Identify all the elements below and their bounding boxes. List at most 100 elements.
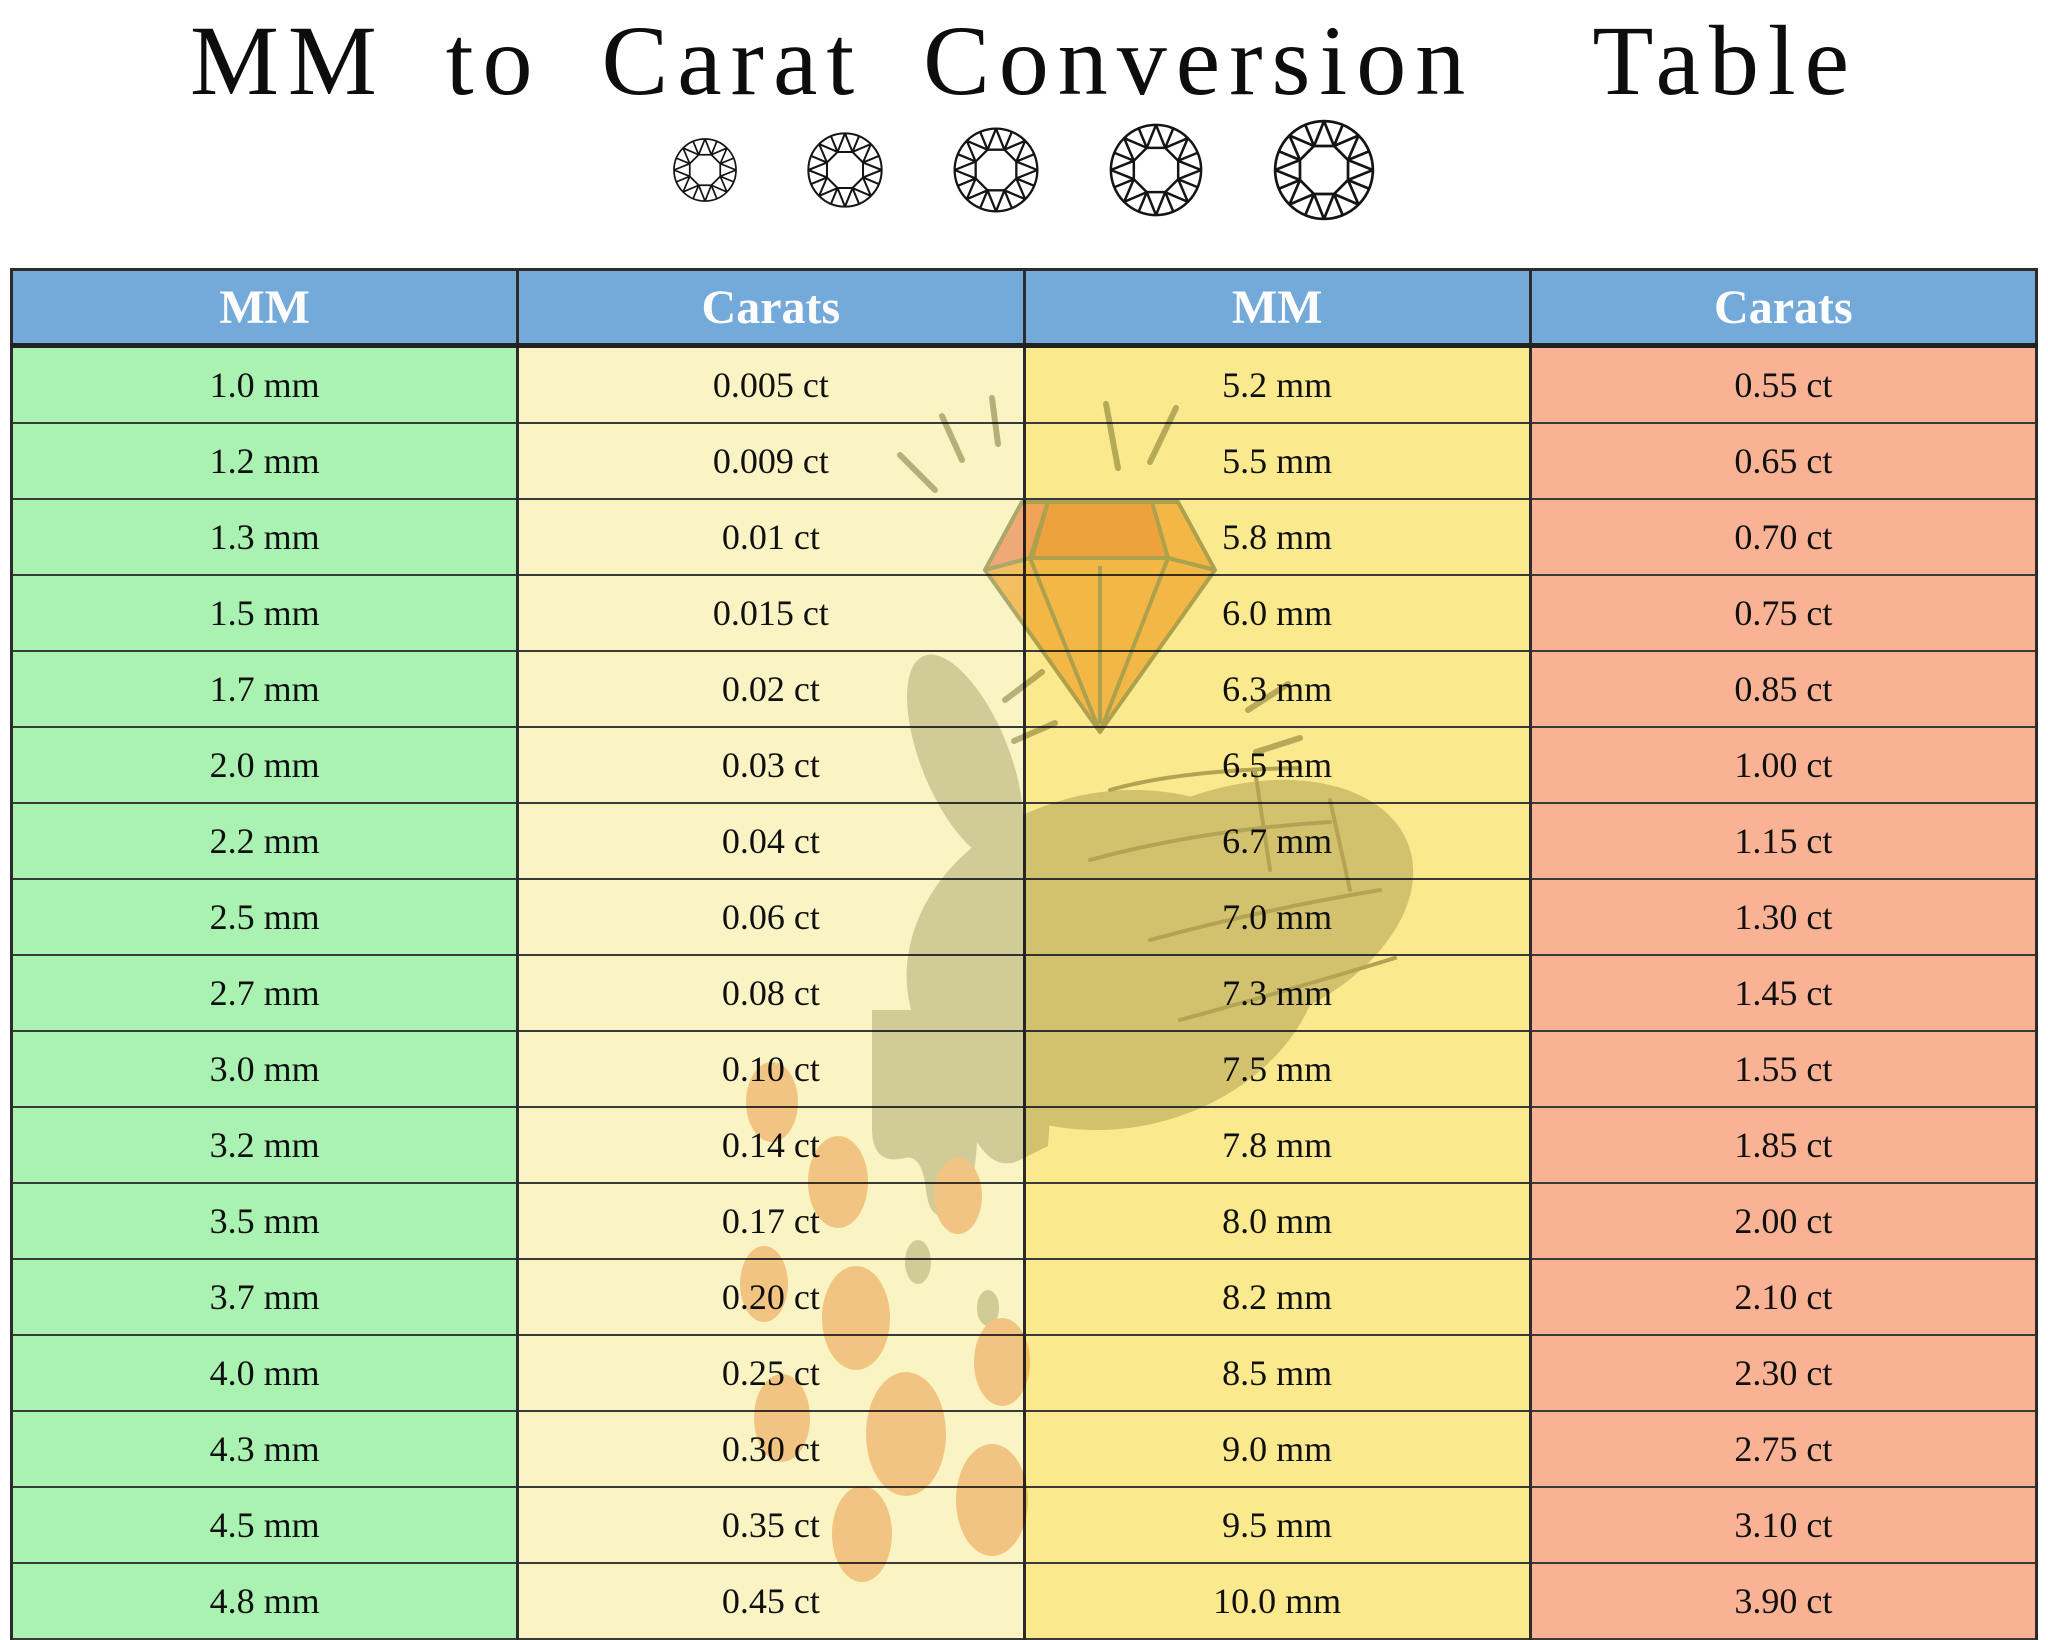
- carat-value-left: 0.20 ct: [516, 1258, 1026, 1336]
- table-row: 1.5 mm 0.015 ct 6.0 mm 0.75 ct: [9, 574, 2039, 652]
- carat-value-right: 3.10 ct: [1528, 1486, 2039, 1564]
- table-row: 1.2 mm 0.009 ct 5.5 mm 0.65 ct: [9, 422, 2039, 500]
- carat-value-left: 0.015 ct: [516, 574, 1026, 652]
- mm-value-right: 5.8 mm: [1022, 498, 1532, 576]
- conversion-table: MM Carats MM Carats 1.0 mm 0.005 ct 5.2 mm…: [9, 268, 2039, 1640]
- carat-value-left: 0.009 ct: [516, 422, 1026, 500]
- carat-value-left: 0.01 ct: [516, 498, 1026, 576]
- diamond-icon: [952, 126, 1040, 214]
- mm-value-left: 4.3 mm: [9, 1410, 520, 1488]
- mm-value-left: 4.8 mm: [9, 1562, 520, 1640]
- carat-value-right: 1.00 ct: [1528, 726, 2039, 804]
- carat-value-left: 0.14 ct: [516, 1106, 1026, 1184]
- table-row: 2.2 mm 0.04 ct 6.7 mm 1.15 ct: [9, 802, 2039, 880]
- mm-value-left: 1.2 mm: [9, 422, 520, 500]
- carat-value-left: 0.06 ct: [516, 878, 1026, 956]
- carat-value-left: 0.005 ct: [516, 344, 1026, 424]
- table-row: 4.0 mm 0.25 ct 8.5 mm 2.30 ct: [9, 1334, 2039, 1412]
- mm-value-left: 3.2 mm: [9, 1106, 520, 1184]
- mm-value-left: 4.0 mm: [9, 1334, 520, 1412]
- header-carats-left: Carats: [516, 268, 1026, 348]
- carat-value-right: 1.15 ct: [1528, 802, 2039, 880]
- table-row: 2.5 mm 0.06 ct 7.0 mm 1.30 ct: [9, 878, 2039, 956]
- carat-value-right: 2.00 ct: [1528, 1182, 2039, 1260]
- mm-value-right: 5.2 mm: [1022, 344, 1532, 424]
- table-row: 3.7 mm 0.20 ct 8.2 mm 2.10 ct: [9, 1258, 2039, 1336]
- mm-value-right: 7.0 mm: [1022, 878, 1532, 956]
- mm-value-left: 3.7 mm: [9, 1258, 520, 1336]
- carat-value-right: 0.55 ct: [1528, 344, 2039, 424]
- mm-value-right: 9.5 mm: [1022, 1486, 1532, 1564]
- carat-value-right: 2.30 ct: [1528, 1334, 2039, 1412]
- carat-value-right: 1.85 ct: [1528, 1106, 2039, 1184]
- mm-value-right: 7.5 mm: [1022, 1030, 1532, 1108]
- mm-value-left: 1.7 mm: [9, 650, 520, 728]
- mm-value-right: 6.0 mm: [1022, 574, 1532, 652]
- mm-value-left: 2.2 mm: [9, 802, 520, 880]
- diamond-icon: [1108, 122, 1204, 218]
- diamond-icon: [1272, 118, 1376, 222]
- mm-value-right: 9.0 mm: [1022, 1410, 1532, 1488]
- carat-value-left: 0.25 ct: [516, 1334, 1026, 1412]
- header-mm-left: MM: [9, 268, 520, 348]
- carat-value-left: 0.45 ct: [516, 1562, 1026, 1640]
- carat-value-left: 0.03 ct: [516, 726, 1026, 804]
- mm-value-right: 7.3 mm: [1022, 954, 1532, 1032]
- diamond-icon: [672, 137, 738, 203]
- carat-value-right: 2.10 ct: [1528, 1258, 2039, 1336]
- table-row: 4.8 mm 0.45 ct 10.0 mm 3.90 ct: [9, 1562, 2039, 1640]
- mm-value-left: 2.7 mm: [9, 954, 520, 1032]
- carat-value-left: 0.30 ct: [516, 1410, 1026, 1488]
- mm-value-left: 1.5 mm: [9, 574, 520, 652]
- carat-value-left: 0.35 ct: [516, 1486, 1026, 1564]
- carat-value-right: 0.85 ct: [1528, 650, 2039, 728]
- table-row: 3.0 mm 0.10 ct 7.5 mm 1.55 ct: [9, 1030, 2039, 1108]
- carat-value-right: 1.55 ct: [1528, 1030, 2039, 1108]
- carat-value-left: 0.10 ct: [516, 1030, 1026, 1108]
- page-title: MM to Carat Conversion Table: [189, 5, 1859, 116]
- mm-value-right: 5.5 mm: [1022, 422, 1532, 500]
- table-row: 2.7 mm 0.08 ct 7.3 mm 1.45 ct: [9, 954, 2039, 1032]
- mm-value-right: 8.0 mm: [1022, 1182, 1532, 1260]
- carat-value-right: 0.70 ct: [1528, 498, 2039, 576]
- header-carats-right: Carats: [1528, 268, 2039, 348]
- table-header-row: MM Carats MM Carats: [9, 268, 2039, 348]
- table-row: 1.3 mm 0.01 ct 5.8 mm 0.70 ct: [9, 498, 2039, 576]
- mm-value-right: 6.5 mm: [1022, 726, 1532, 804]
- mm-value-left: 2.0 mm: [9, 726, 520, 804]
- diamond-icon-row: [0, 116, 2048, 224]
- carat-value-left: 0.17 ct: [516, 1182, 1026, 1260]
- carat-value-right: 2.75 ct: [1528, 1410, 2039, 1488]
- mm-value-right: 8.5 mm: [1022, 1334, 1532, 1412]
- carat-value-right: 1.45 ct: [1528, 954, 2039, 1032]
- carat-value-left: 0.04 ct: [516, 802, 1026, 880]
- table-row: 3.2 mm 0.14 ct 7.8 mm 1.85 ct: [9, 1106, 2039, 1184]
- carat-value-left: 0.08 ct: [516, 954, 1026, 1032]
- mm-value-left: 3.5 mm: [9, 1182, 520, 1260]
- header-mm-right: MM: [1022, 268, 1532, 348]
- table-row: 1.0 mm 0.005 ct 5.2 mm 0.55 ct: [9, 344, 2039, 424]
- table-row: 1.7 mm 0.02 ct 6.3 mm 0.85 ct: [9, 650, 2039, 728]
- table-row: 2.0 mm 0.03 ct 6.5 mm 1.00 ct: [9, 726, 2039, 804]
- carat-value-right: 0.75 ct: [1528, 574, 2039, 652]
- table-row: 3.5 mm 0.17 ct 8.0 mm 2.00 ct: [9, 1182, 2039, 1260]
- mm-value-left: 1.3 mm: [9, 498, 520, 576]
- mm-value-right: 7.8 mm: [1022, 1106, 1532, 1184]
- conversion-table-body: 1.0 mm 0.005 ct 5.2 mm 0.55 ct 1.2 mm 0.009 c…: [9, 344, 2039, 1640]
- page: { "title": "MM to Carat Conversion Table…: [0, 5, 2048, 1640]
- mm-value-left: 3.0 mm: [9, 1030, 520, 1108]
- mm-value-right: 8.2 mm: [1022, 1258, 1532, 1336]
- carat-value-right: 3.90 ct: [1528, 1562, 2039, 1640]
- carat-value-right: 1.30 ct: [1528, 878, 2039, 956]
- table-row: 4.3 mm 0.30 ct 9.0 mm 2.75 ct: [9, 1410, 2039, 1488]
- mm-value-left: 2.5 mm: [9, 878, 520, 956]
- carat-value-left: 0.02 ct: [516, 650, 1026, 728]
- carat-value-right: 0.65 ct: [1528, 422, 2039, 500]
- mm-value-left: 1.0 mm: [9, 344, 520, 424]
- mm-value-right: 6.7 mm: [1022, 802, 1532, 880]
- mm-value-left: 4.5 mm: [9, 1486, 520, 1564]
- table-row: 4.5 mm 0.35 ct 9.5 mm 3.10 ct: [9, 1486, 2039, 1564]
- mm-value-right: 10.0 mm: [1022, 1562, 1532, 1640]
- diamond-icon: [806, 131, 884, 209]
- mm-value-right: 6.3 mm: [1022, 650, 1532, 728]
